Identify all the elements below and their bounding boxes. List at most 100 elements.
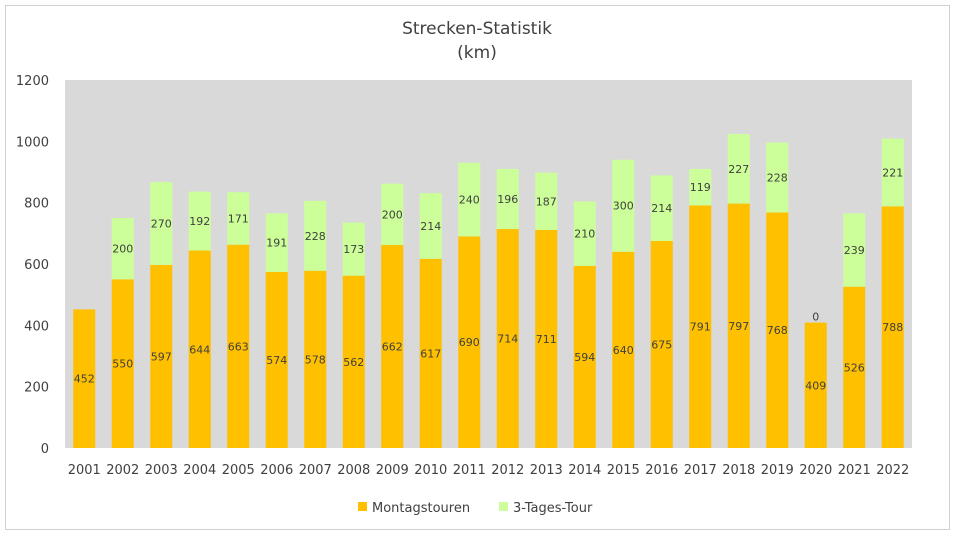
data-label: 663 [228, 340, 249, 353]
bar-montagstouren [419, 258, 442, 448]
bar-3-tages-tour [573, 201, 596, 266]
bar-montagstouren [727, 203, 750, 448]
bar-montagstouren [304, 270, 327, 448]
y-tick-label: 600 [24, 258, 49, 273]
x-tick-label: 2020 [799, 463, 832, 478]
x-tick-label: 2015 [607, 463, 640, 478]
bar-montagstouren [612, 251, 635, 448]
data-label: 711 [536, 333, 557, 346]
data-label: 228 [305, 230, 326, 243]
data-label: 452 [74, 373, 95, 386]
legend-label: Montagstouren [372, 501, 470, 516]
bar-3-tages-tour [458, 162, 481, 237]
bar-3-tages-tour [535, 172, 558, 230]
bar-montagstouren [766, 212, 789, 448]
data-label: 191 [266, 237, 287, 250]
y-tick-label: 1000 [16, 135, 49, 150]
legend: Montagstouren 3-Tages-Tour [358, 501, 593, 516]
data-label: 788 [882, 321, 903, 334]
data-label: 214 [420, 220, 441, 233]
y-axis: 0 200 400 600 800 1000 1200 [16, 74, 49, 457]
data-label: 578 [305, 353, 326, 366]
bar-3-tages-tour [689, 168, 712, 206]
bar-montagstouren [689, 205, 712, 448]
data-label: 192 [189, 215, 210, 228]
y-tick-label: 200 [24, 381, 49, 396]
bar-montagstouren [573, 265, 596, 448]
data-label: 187 [536, 195, 557, 208]
x-tick-label: 2005 [222, 463, 255, 478]
bar-3-tages-tour [265, 213, 288, 272]
y-tick-label: 0 [41, 442, 49, 457]
data-label: 562 [343, 356, 364, 369]
data-label: 550 [112, 358, 133, 371]
data-label: 594 [574, 351, 595, 364]
bar-montagstouren [150, 264, 173, 448]
bar-3-tages-tour [843, 213, 866, 287]
x-tick-label: 2007 [299, 463, 332, 478]
data-label: 797 [728, 320, 749, 333]
bars: 452 550 200 597 270 644 192 663 171 574 191 578 228 5… [73, 133, 904, 448]
bar-montagstouren [265, 271, 288, 448]
bar-montagstouren [881, 206, 904, 448]
data-label: 239 [844, 244, 865, 257]
chart-title: Strecken-Statistik [402, 19, 552, 39]
data-label: 119 [690, 181, 711, 194]
bar-montagstouren [458, 236, 481, 448]
x-tick-label: 2009 [376, 463, 409, 478]
x-tick-label: 2018 [722, 463, 755, 478]
data-label: 768 [767, 324, 788, 337]
data-label: 240 [459, 194, 480, 207]
data-label: 690 [459, 336, 480, 349]
data-label: 300 [613, 200, 634, 213]
x-tick-label: 2006 [260, 463, 293, 478]
data-label: 221 [882, 166, 903, 179]
data-label: 200 [382, 208, 403, 221]
x-tick-label: 2002 [106, 463, 139, 478]
x-tick-label: 2016 [645, 463, 678, 478]
bar-3-tages-tour [612, 159, 635, 252]
bar-3-tages-tour [881, 138, 904, 207]
y-tick-label: 400 [24, 319, 49, 334]
data-label: 227 [728, 163, 749, 176]
legend-swatch [358, 502, 367, 511]
bar-3-tages-tour [381, 183, 404, 245]
data-label: 228 [767, 172, 788, 185]
data-label: 409 [805, 379, 826, 392]
x-axis: 2001 2002 2003 2004 2005 2006 2007 2008 2009 2010… [68, 463, 910, 478]
bar-3-tages-tour [304, 200, 327, 271]
legend-swatch [499, 502, 508, 511]
data-label: 617 [420, 347, 441, 360]
bar-montagstouren [227, 244, 250, 448]
data-label: 173 [343, 243, 364, 256]
data-label: 675 [651, 339, 672, 352]
data-label: 526 [844, 361, 865, 374]
bar-3-tages-tour [766, 142, 789, 213]
bar-3-tages-tour [150, 182, 173, 265]
bar-3-tages-tour [496, 168, 519, 230]
bar-3-tages-tour [111, 218, 134, 280]
data-label: 210 [574, 228, 595, 241]
data-label: 171 [228, 212, 249, 225]
x-tick-label: 2022 [876, 463, 909, 478]
x-tick-label: 2011 [453, 463, 486, 478]
chart-subtitle: (km) [457, 43, 497, 63]
x-tick-label: 2008 [337, 463, 370, 478]
x-tick-label: 2021 [838, 463, 871, 478]
bar-3-tages-tour [650, 175, 673, 241]
bar-montagstouren [650, 241, 673, 448]
x-tick-label: 2017 [684, 463, 717, 478]
x-tick-label: 2010 [414, 463, 447, 478]
bar-montagstouren [843, 286, 866, 448]
data-label: 196 [497, 193, 518, 206]
x-tick-label: 2013 [530, 463, 563, 478]
data-label: 662 [382, 340, 403, 353]
bar-montagstouren [188, 250, 211, 448]
x-tick-label: 2001 [68, 463, 101, 478]
y-tick-label: 1200 [16, 74, 49, 89]
data-label: 597 [151, 350, 172, 363]
data-label: 214 [651, 202, 672, 215]
bar-montagstouren [111, 279, 134, 448]
bar-montagstouren [804, 322, 827, 448]
